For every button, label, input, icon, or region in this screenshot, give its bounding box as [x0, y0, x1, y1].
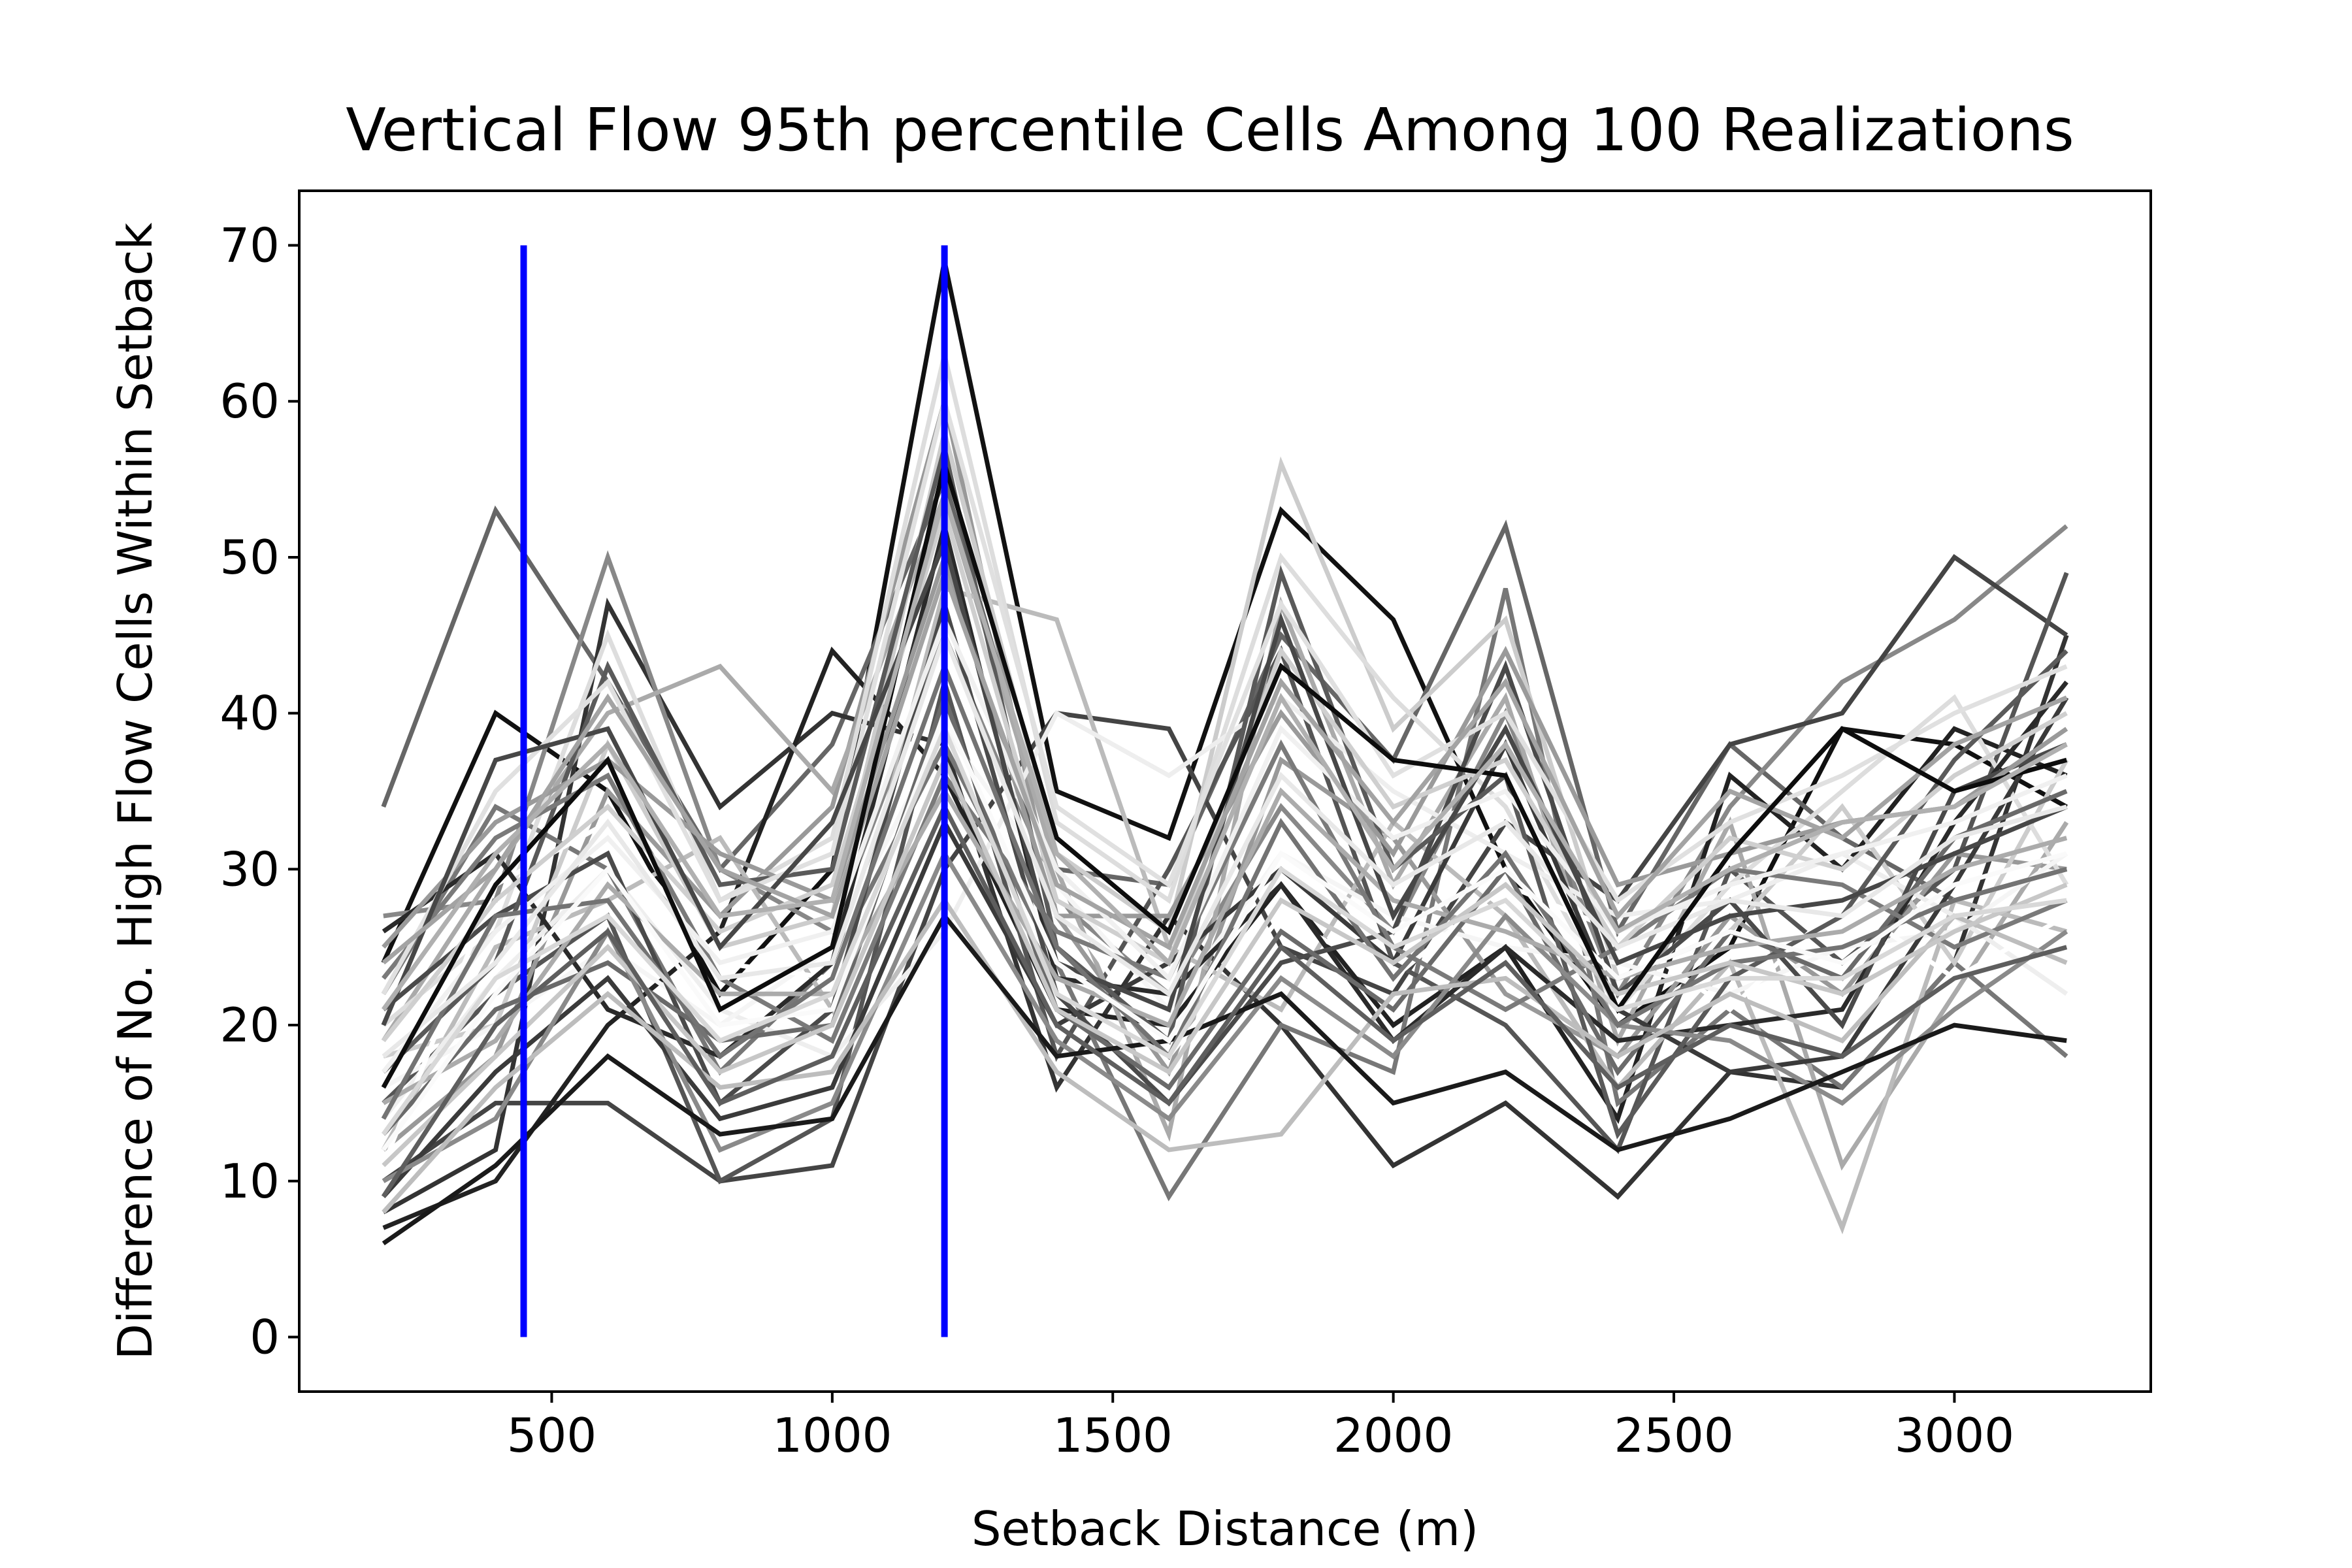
y-tick-label: 20	[220, 998, 280, 1053]
series-line-36	[381, 707, 2068, 1152]
series-line-30	[382, 911, 2067, 1246]
x-tick-label: 3000	[1895, 1408, 2014, 1463]
series-layer	[381, 260, 2069, 1246]
series-line-10	[381, 487, 2069, 1171]
x-tick-label: 1500	[1053, 1408, 1173, 1463]
series-line-5	[382, 554, 2068, 1184]
reference-lines	[520, 245, 948, 1337]
series-line-25	[382, 786, 2068, 1105]
series-line-28	[381, 392, 2068, 995]
y-tick-label: 0	[250, 1309, 280, 1364]
series-line-38	[381, 801, 2068, 1198]
series-line-33	[382, 566, 2068, 965]
x-tick-label: 2500	[1614, 1408, 1733, 1463]
x-tick-label: 2000	[1333, 1408, 1453, 1463]
y-tick-label: 10	[220, 1154, 280, 1209]
x-axis-label: Setback Distance (m)	[972, 1501, 1478, 1556]
y-tick-label: 70	[220, 218, 280, 273]
series-line-4	[383, 524, 2068, 1000]
series-line-22	[382, 739, 2068, 1044]
plot-frame	[298, 189, 2152, 1393]
series-line-7	[381, 587, 2068, 1201]
series-line-18	[382, 696, 2069, 1198]
chart-title: Vertical Flow 95th percentile Cells Amon…	[346, 96, 2074, 165]
series-line-26	[382, 896, 2068, 1214]
series-line-35	[382, 629, 2068, 1058]
y-axis-label: Difference of No. High Flow Cells Within…	[108, 222, 163, 1360]
y-axis: 0 10 20 30 40 50 60 70	[220, 218, 299, 1364]
series-line-3	[382, 597, 2069, 1215]
plot-area	[298, 189, 2152, 1393]
y-tick-label: 60	[220, 374, 280, 429]
y-tick-label: 40	[220, 686, 280, 741]
x-tick-label: 500	[507, 1408, 596, 1463]
x-tick-label: 1000	[772, 1408, 892, 1463]
y-tick-label: 50	[220, 530, 280, 585]
series-line-15	[382, 724, 2068, 1090]
series-line-39	[381, 487, 2068, 1011]
series-line-40	[381, 723, 2067, 1136]
series-line-37	[381, 455, 2068, 1089]
y-tick-label: 30	[220, 841, 280, 896]
x-axis: 500 1000 1500 2000 2500 3000	[507, 1392, 2014, 1463]
